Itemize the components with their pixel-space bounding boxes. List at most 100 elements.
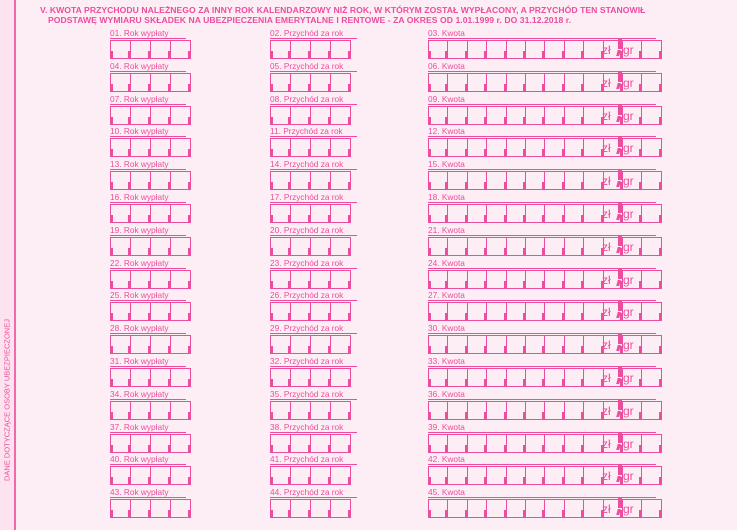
digit-cell[interactable] <box>311 400 331 420</box>
digit-cell[interactable] <box>584 138 604 158</box>
digit-cell[interactable] <box>525 367 546 387</box>
digit-cell[interactable] <box>525 466 546 486</box>
digit-cell[interactable] <box>171 499 191 519</box>
digit-cell[interactable] <box>331 466 351 486</box>
digit-cell[interactable] <box>311 269 331 289</box>
digit-cell[interactable] <box>291 203 311 223</box>
digit-cell[interactable] <box>428 400 449 420</box>
digit-cell[interactable] <box>171 203 191 223</box>
digit-cell[interactable] <box>311 171 331 191</box>
digit-cell[interactable] <box>291 302 311 322</box>
digit-cell[interactable] <box>564 236 585 256</box>
digit-cell[interactable] <box>428 335 449 355</box>
digit-cell[interactable] <box>467 335 488 355</box>
digit-cell[interactable] <box>131 40 151 59</box>
digit-cell[interactable] <box>564 40 585 59</box>
digit-cell[interactable] <box>642 433 663 453</box>
digit-cell[interactable] <box>428 203 449 223</box>
digit-cell[interactable] <box>171 400 191 420</box>
digit-cell[interactable] <box>428 138 449 158</box>
digit-cell[interactable] <box>428 367 449 387</box>
digit-cell[interactable] <box>151 466 171 486</box>
digit-cell[interactable] <box>506 433 527 453</box>
digit-cell[interactable] <box>448 269 469 289</box>
digit-cell[interactable] <box>110 40 131 59</box>
digit-cell[interactable] <box>171 466 191 486</box>
digit-cell[interactable] <box>506 40 527 59</box>
digit-cell[interactable] <box>311 138 331 158</box>
digit-cell[interactable] <box>642 105 663 125</box>
digit-cell[interactable] <box>622 367 643 387</box>
digit-cell[interactable] <box>270 105 291 125</box>
digit-cell[interactable] <box>171 171 191 191</box>
digit-cell[interactable] <box>311 72 331 92</box>
digit-cell[interactable] <box>428 105 449 125</box>
digit-cell[interactable] <box>525 203 546 223</box>
digit-cell[interactable] <box>603 466 624 486</box>
digit-cell[interactable] <box>467 466 488 486</box>
digit-cell[interactable] <box>487 138 507 158</box>
digit-cell[interactable] <box>603 433 624 453</box>
digit-cell[interactable] <box>428 236 449 256</box>
digit-cell[interactable] <box>622 40 643 59</box>
digit-cell[interactable] <box>545 499 566 519</box>
digit-cell[interactable] <box>131 203 151 223</box>
digit-cell[interactable] <box>584 433 604 453</box>
digit-cell[interactable] <box>564 367 585 387</box>
digit-cell[interactable] <box>506 367 527 387</box>
digit-cell[interactable] <box>584 105 604 125</box>
digit-cell[interactable] <box>603 269 624 289</box>
digit-cell[interactable] <box>642 203 663 223</box>
digit-cell[interactable] <box>270 335 291 355</box>
digit-cell[interactable] <box>467 40 488 59</box>
digit-cell[interactable] <box>448 203 469 223</box>
digit-cell[interactable] <box>642 138 663 158</box>
digit-cell[interactable] <box>603 40 624 59</box>
digit-cell[interactable] <box>131 236 151 256</box>
digit-cell[interactable] <box>525 138 546 158</box>
digit-cell[interactable] <box>270 302 291 322</box>
digit-cell[interactable] <box>545 236 566 256</box>
digit-cell[interactable] <box>487 105 507 125</box>
digit-cell[interactable] <box>151 138 171 158</box>
digit-cell[interactable] <box>545 40 566 59</box>
digit-cell[interactable] <box>525 433 546 453</box>
digit-cell[interactable] <box>487 367 507 387</box>
digit-cell[interactable] <box>331 499 351 519</box>
digit-cell[interactable] <box>487 400 507 420</box>
digit-cell[interactable] <box>151 367 171 387</box>
digit-cell[interactable] <box>487 40 507 59</box>
digit-cell[interactable] <box>171 367 191 387</box>
digit-cell[interactable] <box>525 171 546 191</box>
digit-cell[interactable] <box>151 105 171 125</box>
digit-cell[interactable] <box>291 466 311 486</box>
digit-cell[interactable] <box>467 269 488 289</box>
digit-cell[interactable] <box>110 335 131 355</box>
digit-cell[interactable] <box>545 367 566 387</box>
digit-cell[interactable] <box>270 433 291 453</box>
digit-cell[interactable] <box>545 335 566 355</box>
digit-cell[interactable] <box>545 302 566 322</box>
digit-cell[interactable] <box>584 171 604 191</box>
digit-cell[interactable] <box>270 466 291 486</box>
digit-cell[interactable] <box>525 236 546 256</box>
digit-cell[interactable] <box>584 40 604 59</box>
digit-cell[interactable] <box>545 400 566 420</box>
digit-cell[interactable] <box>270 236 291 256</box>
digit-cell[interactable] <box>448 499 469 519</box>
digit-cell[interactable] <box>622 138 643 158</box>
digit-cell[interactable] <box>291 367 311 387</box>
digit-cell[interactable] <box>467 236 488 256</box>
digit-cell[interactable] <box>487 203 507 223</box>
digit-cell[interactable] <box>603 171 624 191</box>
digit-cell[interactable] <box>642 302 663 322</box>
digit-cell[interactable] <box>642 40 663 59</box>
digit-cell[interactable] <box>428 40 449 59</box>
digit-cell[interactable] <box>622 171 643 191</box>
digit-cell[interactable] <box>603 236 624 256</box>
digit-cell[interactable] <box>487 335 507 355</box>
digit-cell[interactable] <box>603 400 624 420</box>
digit-cell[interactable] <box>428 72 449 92</box>
digit-cell[interactable] <box>331 400 351 420</box>
digit-cell[interactable] <box>622 269 643 289</box>
